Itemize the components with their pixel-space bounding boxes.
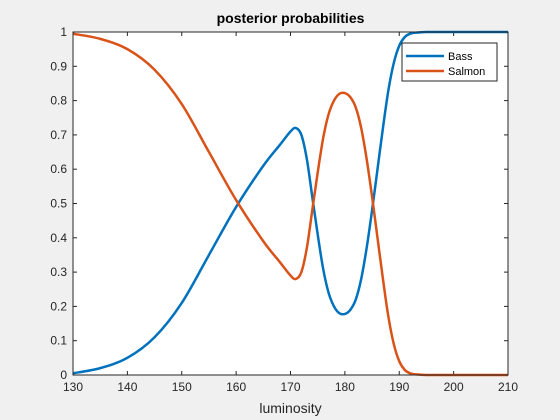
y-tick-label: 1 <box>60 25 67 39</box>
x-tick-label: 180 <box>335 380 355 394</box>
y-tick-label: 0.1 <box>50 334 67 348</box>
legend-label-bass: Bass <box>448 51 473 63</box>
x-tick-label: 130 <box>63 380 83 394</box>
x-axis-label: luminosity <box>259 400 321 416</box>
x-tick-label: 140 <box>117 380 137 394</box>
y-tick-label: 0.6 <box>50 162 67 176</box>
plot-border <box>72 31 509 376</box>
series-line-salmon <box>72 32 508 377</box>
x-tick-label: 190 <box>389 380 409 394</box>
x-ticks: 130 140 150 160 170 180 190 200 210 <box>63 32 518 394</box>
y-tick-label: 0.8 <box>50 94 67 108</box>
chart-title: posterior probabilities <box>217 10 365 26</box>
series-line-bass <box>72 30 508 375</box>
legend-box <box>401 42 498 82</box>
y-tick-label: 0 <box>60 368 67 382</box>
x-tick-label: 150 <box>172 380 192 394</box>
x-tick-label: 170 <box>280 380 300 394</box>
legend: Bass Salmon <box>401 42 498 82</box>
y-tick-label: 0.4 <box>50 231 67 245</box>
y-tick-label: 0.9 <box>50 59 67 73</box>
x-tick-label: 160 <box>226 380 246 394</box>
x-tick-label: 200 <box>444 380 464 394</box>
series-lines <box>72 30 508 377</box>
x-tick-label: 210 <box>498 380 518 394</box>
y-tick-label: 0.5 <box>50 197 67 211</box>
plot-area <box>73 32 508 375</box>
y-tick-label: 0.3 <box>50 265 67 279</box>
legend-label-salmon: Salmon <box>448 66 485 78</box>
y-ticks: 0 0.1 0.2 0.3 0.4 0.5 0.6 0.7 0.8 0.9 1 <box>50 25 508 382</box>
y-tick-label: 0.7 <box>50 128 67 142</box>
y-tick-label: 0.2 <box>50 299 67 313</box>
